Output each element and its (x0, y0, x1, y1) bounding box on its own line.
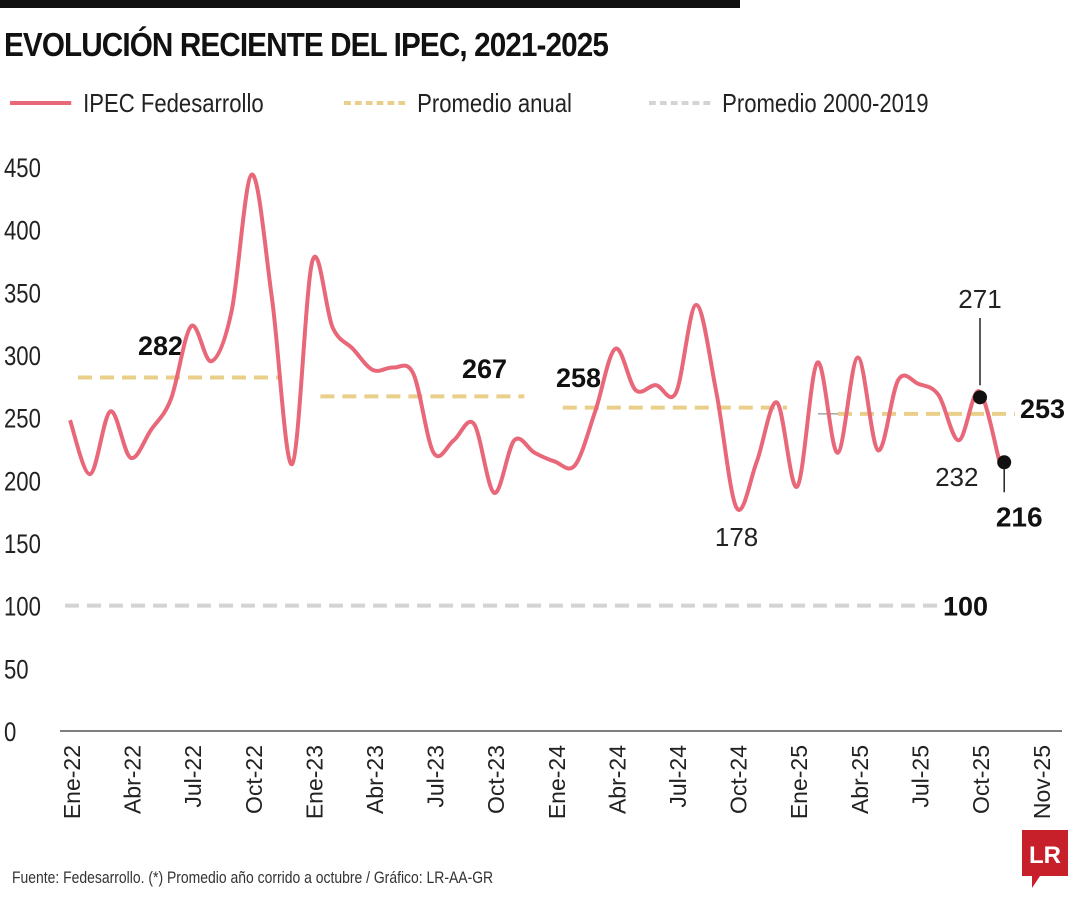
y-tick-label: 400 (4, 217, 41, 247)
data-label: 216 (996, 501, 1043, 532)
legend-item-long-run-average: Promedio 2000-2019 (648, 87, 929, 119)
long-run-average-label: 100 (943, 592, 988, 622)
top-rule (0, 0, 740, 8)
y-tick-label: 200 (4, 467, 41, 497)
x-tick-label: Jul-24 (665, 745, 691, 808)
ipec-series-line (68, 172, 1002, 512)
x-tick-label: Jul-22 (180, 745, 206, 808)
x-tick-label: Oct-24 (726, 745, 752, 814)
x-tick-label: Ene-22 (59, 745, 85, 819)
y-tick-label: 250 (4, 405, 41, 435)
x-tick-label: Ene-25 (786, 745, 812, 819)
x-tick-label: Abr-25 (847, 745, 873, 814)
x-tick-label: Nov-25 (1029, 745, 1055, 819)
data-label: 232 (935, 462, 978, 492)
x-tick-label: Jul-23 (423, 745, 449, 808)
lr-logo: LR (1022, 830, 1068, 888)
legend-swatch (344, 101, 406, 105)
x-tick-label: Abr-23 (362, 745, 388, 814)
y-tick-label: 450 (4, 154, 41, 184)
x-tick-label: Abr-24 (604, 745, 630, 814)
x-tick-label: Ene-23 (301, 745, 327, 819)
legend-item-ipec: IPEC Fedesarrollo (10, 88, 264, 119)
x-tick-label: Oct-22 (241, 745, 267, 814)
x-tick-label: Oct-25 (968, 745, 994, 814)
legend-swatch (648, 101, 710, 105)
legend-label: Promedio 2000-2019 (721, 87, 929, 118)
annual-average-label: 267 (462, 354, 507, 384)
data-label: 271 (958, 284, 1001, 314)
annual-average-label: 282 (138, 331, 183, 361)
y-tick-label: 100 (4, 593, 41, 623)
y-tick-label: 300 (4, 342, 41, 372)
data-point-marker (973, 390, 987, 405)
data-point-marker (997, 455, 1012, 470)
y-tick-label: 150 (4, 530, 41, 560)
y-tick-label: 50 (4, 655, 29, 685)
chart-title: EVOLUCIÓN RECIENTE DEL IPEC, 2021-2025 (4, 26, 609, 63)
source-note: Fuente: Fedesarrollo. (*) Promedio año c… (12, 868, 494, 887)
y-tick-label: 350 (4, 279, 41, 309)
x-tick-label: Abr-22 (120, 745, 146, 814)
legend-item-annual-average: Promedio anual (344, 88, 572, 119)
x-tick-label: Jul-25 (907, 745, 933, 808)
legend: IPEC Fedesarrollo Promedio anual Promedi… (10, 86, 1013, 120)
data-label: 178 (715, 522, 758, 552)
x-tick-label: Oct-23 (483, 745, 509, 814)
annual-average-label: 258 (556, 363, 601, 393)
y-tick-label: 0 (4, 718, 16, 748)
x-tick-label: Ene-24 (544, 745, 570, 819)
svg-text:LR: LR (1029, 842, 1061, 869)
annual-average-label: 253 (1020, 394, 1065, 424)
legend-label: Promedio anual (417, 87, 573, 118)
legend-swatch (10, 101, 72, 105)
legend-label: IPEC Fedesarrollo (83, 87, 264, 118)
